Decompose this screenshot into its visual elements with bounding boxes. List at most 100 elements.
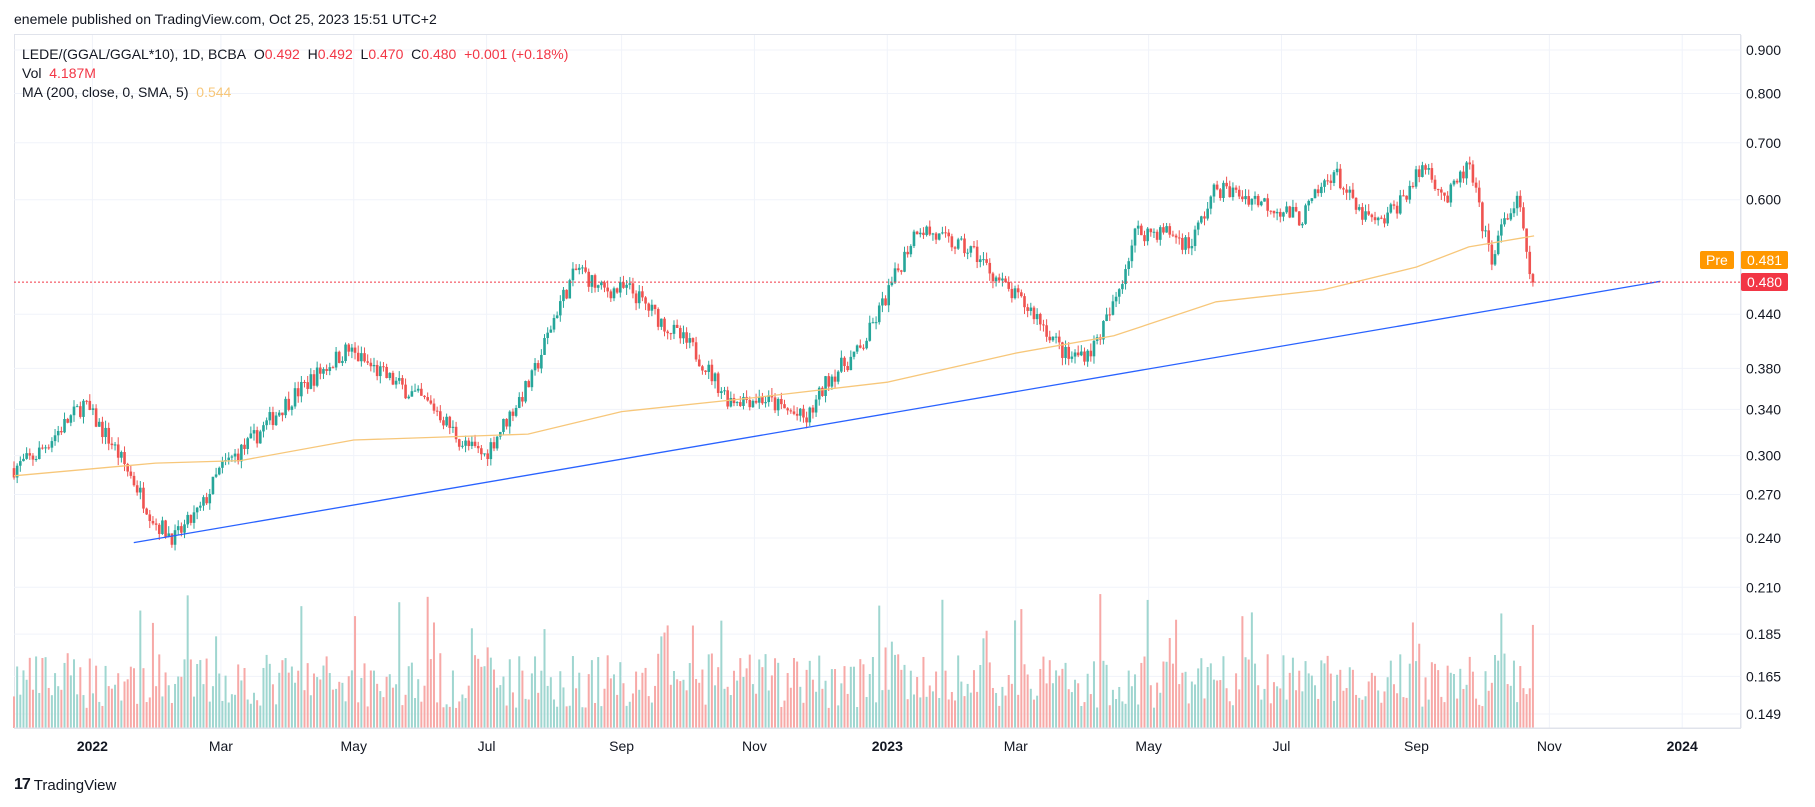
candle-body bbox=[1376, 217, 1380, 221]
volume-bar bbox=[234, 694, 237, 728]
volume-bar bbox=[755, 693, 758, 728]
volume-bar bbox=[739, 658, 742, 728]
volume-bar bbox=[609, 678, 612, 728]
candle-body bbox=[116, 444, 120, 458]
volume-bar bbox=[1383, 691, 1386, 728]
symbol-label[interactable]: LEDE/(GGAL/GGAL*10), 1D, BCBA bbox=[22, 46, 247, 62]
candle-body bbox=[135, 485, 139, 493]
candle-body bbox=[461, 445, 464, 447]
volume-bar bbox=[1244, 657, 1247, 728]
volume-bar bbox=[1238, 689, 1241, 728]
candle-body bbox=[1143, 235, 1146, 242]
volume-bar bbox=[1434, 663, 1437, 728]
volume-label[interactable]: Vol bbox=[22, 65, 42, 81]
volume-bar bbox=[85, 707, 88, 728]
candle-body bbox=[1436, 189, 1440, 191]
footer-brand[interactable]: 17 TradingView bbox=[14, 776, 116, 794]
candle-body bbox=[972, 246, 976, 248]
volume-bar bbox=[1402, 697, 1405, 728]
time-tick-label: May bbox=[1135, 738, 1161, 754]
candle-body bbox=[824, 376, 827, 396]
ma-label[interactable]: MA (200, close, 0, SMA, 5) bbox=[22, 84, 189, 100]
volume-bar bbox=[954, 700, 957, 728]
volume-bar bbox=[420, 701, 423, 728]
volume-bar bbox=[44, 657, 47, 728]
candle-body bbox=[63, 418, 66, 433]
candle-body bbox=[230, 456, 234, 458]
volume-bar bbox=[1364, 696, 1367, 728]
candle-body bbox=[1398, 195, 1402, 214]
candle-body bbox=[249, 433, 253, 439]
candle-body bbox=[634, 293, 638, 304]
candle-body bbox=[44, 447, 47, 449]
volume-bar bbox=[792, 657, 795, 728]
volume-bar bbox=[1184, 671, 1187, 728]
volume-bar bbox=[540, 670, 543, 728]
candle-body bbox=[1231, 187, 1235, 198]
volume-bar bbox=[770, 675, 773, 728]
volume-bar bbox=[682, 679, 685, 728]
candle-body bbox=[710, 364, 714, 382]
volume-bar bbox=[897, 654, 900, 728]
volume-bar bbox=[1465, 684, 1468, 728]
volume-bar bbox=[1399, 654, 1402, 728]
candle-body bbox=[290, 406, 294, 410]
candle-body bbox=[391, 372, 395, 385]
candle-body bbox=[1417, 169, 1421, 177]
volume-bar bbox=[1036, 695, 1039, 728]
candle-body bbox=[783, 404, 786, 409]
volume-bar bbox=[1367, 681, 1370, 728]
candle-body bbox=[1338, 168, 1342, 189]
candle-body bbox=[1474, 182, 1478, 188]
volume-bar bbox=[669, 684, 672, 728]
candle-body bbox=[240, 444, 243, 462]
volume-bar bbox=[395, 684, 398, 728]
price-tick-label: 0.165 bbox=[1746, 668, 1781, 684]
volume-bar bbox=[619, 662, 622, 728]
volume-bar bbox=[1519, 666, 1522, 728]
volume-bar bbox=[824, 680, 827, 728]
volume-bar bbox=[1272, 682, 1275, 728]
candle-body bbox=[953, 247, 957, 249]
candle-body bbox=[284, 398, 287, 416]
candle-body bbox=[647, 303, 651, 311]
volume-bar bbox=[63, 662, 66, 728]
volume-bar bbox=[19, 694, 22, 728]
candle-body bbox=[281, 412, 284, 416]
candle-body bbox=[208, 493, 212, 504]
volume-bar bbox=[1471, 671, 1474, 728]
candle-body bbox=[1149, 228, 1153, 233]
candle-body bbox=[1228, 186, 1232, 198]
volume-bar bbox=[1152, 707, 1155, 728]
candle-body bbox=[1124, 269, 1127, 285]
volume-bar bbox=[1254, 663, 1257, 728]
volume-bar bbox=[177, 676, 180, 728]
candle-body bbox=[814, 399, 818, 413]
candle-body bbox=[31, 455, 35, 460]
candle-body bbox=[1102, 321, 1105, 340]
price-tick-label: 0.210 bbox=[1746, 579, 1781, 595]
candle-body bbox=[69, 415, 73, 423]
volume-bar bbox=[859, 659, 862, 728]
volume-bar bbox=[1092, 661, 1095, 728]
price-tick-label: 0.380 bbox=[1746, 360, 1781, 376]
candle-body bbox=[994, 277, 998, 282]
candle-body bbox=[862, 347, 865, 349]
candle-body bbox=[707, 364, 711, 372]
price-tick-label: 0.700 bbox=[1746, 135, 1781, 151]
candle-body bbox=[858, 345, 862, 348]
candle-body bbox=[697, 359, 701, 367]
volume-bar bbox=[742, 676, 745, 728]
volume-bar bbox=[1304, 661, 1307, 728]
candle-body bbox=[1057, 336, 1061, 343]
candle-body bbox=[120, 452, 123, 458]
candle-body bbox=[268, 412, 272, 421]
price-tick-label: 0.270 bbox=[1746, 487, 1781, 503]
volume-bar bbox=[1386, 677, 1389, 728]
volume-bar bbox=[900, 669, 903, 728]
candle-body bbox=[1389, 204, 1393, 213]
volume-bar bbox=[1096, 707, 1099, 728]
volume-bar bbox=[1055, 670, 1058, 728]
candle-body bbox=[1506, 218, 1509, 220]
